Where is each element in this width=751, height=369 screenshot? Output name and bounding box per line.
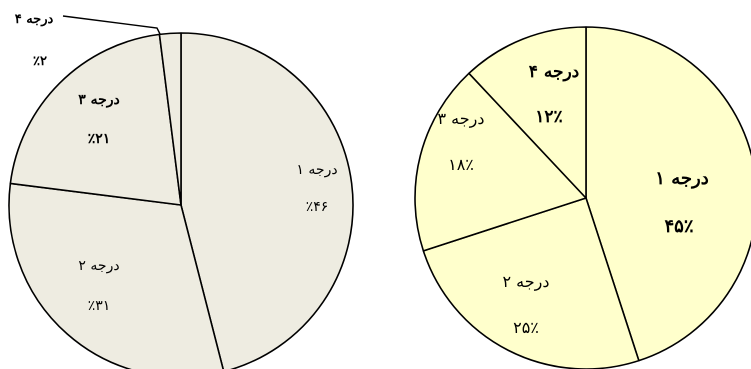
slice-label: درجه ۱ [296, 162, 337, 178]
slice-value-label: ٪۳۱ [88, 298, 111, 314]
pie-chart-2: درجه ۱ ۴۵٪ درجه ۲ ۲۵٪ درجه ۳ ۱۸٪ درجه ۴ ۱۲٪ [414, 26, 751, 369]
pie-slice-1 [180, 32, 354, 369]
slice-value-label: ۱۲٪ [535, 107, 562, 127]
slice-label: درجه ۴ [529, 62, 579, 82]
slice-value-label: ۲۵٪ [513, 318, 539, 337]
slice-label: درجه ۳ [438, 109, 485, 128]
pie-slice-2 [422, 197, 640, 369]
slice-value-label: ٪۲ [33, 54, 47, 69]
slice-value-label: ۴۵٪ [664, 216, 693, 237]
pie-chart-1: درجه ۱ ٪۴۶ درجه ۲ ٪۳۱ درجه ۳ ٪۲۱ درجه ۴ ٪۲ [8, 12, 354, 369]
leader-line [62, 15, 161, 35]
slice-label: درجه ۲ [78, 258, 119, 274]
pie-slice-4 [158, 32, 182, 206]
slice-label: درجه ۴ [15, 12, 54, 27]
slice-label: درجه ۳ [78, 92, 120, 108]
slice-value-label: ٪۴۶ [306, 199, 329, 215]
pie-slice-3 [9, 33, 182, 206]
pie-slice-2 [8, 182, 224, 369]
slice-value-label: ٪۲۱ [88, 131, 111, 147]
pie-slice-3 [414, 72, 587, 252]
slice-value-label: ۱۸٪ [448, 155, 474, 174]
pie-slice-4 [468, 26, 587, 199]
slice-label: درجه ۲ [503, 272, 550, 291]
pie-slice-1 [585, 26, 751, 362]
slice-label: درجه ۱ [655, 168, 708, 189]
